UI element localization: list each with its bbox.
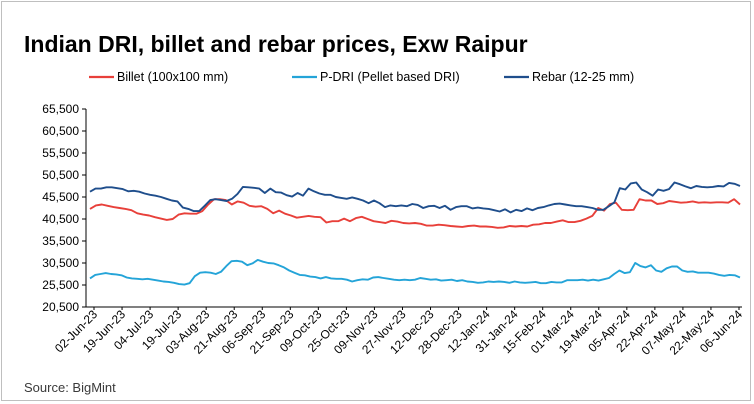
chart-title: Indian DRI, billet and rebar prices, Exw…	[24, 31, 528, 57]
y-tick-label: 30,500	[42, 256, 79, 270]
series-line-3	[89, 181, 741, 214]
legend-item-3: Rebar (12-25 mm)	[504, 70, 634, 84]
y-tick-label: 55,500	[42, 146, 79, 160]
legend-label: Billet (100x100 mm)	[117, 70, 228, 84]
source-note: Source: BigMint	[24, 380, 116, 395]
y-tick-label: 65,500	[42, 102, 79, 116]
legend-label: Rebar (12-25 mm)	[532, 70, 634, 84]
y-tick-label: 50,500	[42, 168, 79, 182]
x-axis: 02-Jun-2319-Jun-2304-Jul-2319-Jul-2303-A…	[52, 306, 745, 358]
y-tick-label: 40,500	[42, 212, 79, 226]
series-line-2	[89, 258, 741, 286]
legend-item-2: P-DRI (Pellet based DRI)	[292, 70, 460, 84]
plot-area	[89, 181, 741, 286]
y-tick-label: 35,500	[42, 234, 79, 248]
legend: Billet (100x100 mm) P-DRI (Pellet based D…	[89, 70, 634, 84]
legend-label: P-DRI (Pellet based DRI)	[320, 70, 460, 84]
y-tick-label: 20,500	[42, 300, 79, 314]
y-tick-label: 45,500	[42, 190, 79, 204]
legend-item-1: Billet (100x100 mm)	[89, 70, 228, 84]
y-tick-label: 60,500	[42, 124, 79, 138]
y-tick-label: 25,500	[42, 278, 79, 292]
series-line-1	[89, 198, 741, 229]
y-axis: 20,500 25,500 30,500 35,500 40,500 45,500 50,5…	[42, 102, 87, 314]
